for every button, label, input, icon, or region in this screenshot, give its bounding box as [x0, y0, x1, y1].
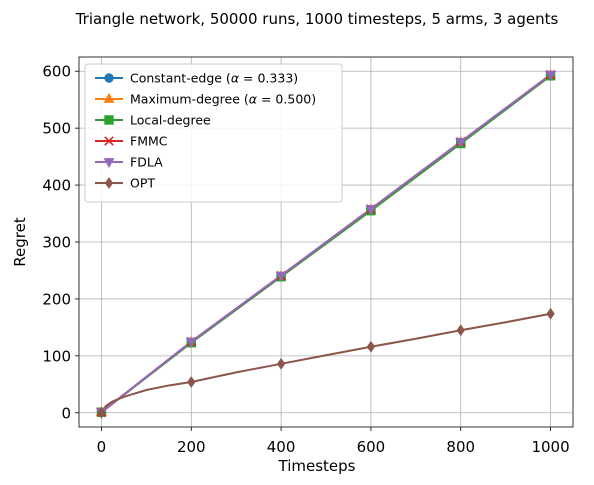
legend-label-text: FMMC: [130, 134, 168, 149]
y-axis-ticks: 0 100 200 300 400 500 600: [42, 63, 79, 422]
data-point-opt: [97, 406, 106, 419]
data-point-opt: [456, 324, 465, 337]
legend-label-text: OPT: [130, 176, 155, 191]
y-tick-label: 200: [42, 290, 71, 308]
legend-swatch-marker: [104, 115, 114, 125]
y-axis-label: Regret: [11, 217, 29, 267]
series-line-opt: [100, 312, 551, 414]
legend-swatch-marker: [104, 177, 114, 189]
legend-label-symbol: α: [249, 92, 258, 107]
x-tick-label: 600: [357, 438, 386, 456]
legend-label: Constant-edge (α = 0.333): [130, 71, 298, 86]
legend-item-constant-edge: Constant-edge (α = 0.333): [95, 71, 298, 86]
legend-label: FDLA: [130, 155, 163, 170]
chart-title: Triangle network, 50000 runs, 1000 times…: [75, 10, 559, 28]
legend-label-text: Constant-edge (: [130, 71, 231, 86]
data-point-opt: [187, 376, 196, 388]
legend-label: FMMC: [130, 134, 168, 149]
data-point-opt: [366, 340, 376, 353]
legend: Constant-edge (α = 0.333)Maximum-degree …: [84, 63, 343, 203]
series-markers: [95, 69, 557, 419]
legend-box: [84, 63, 343, 203]
data-point-fdla: [365, 205, 377, 216]
x-tick-label: 1000: [531, 438, 569, 456]
x-axis-ticks: 0 200 400 600 800 1000: [97, 427, 570, 456]
x-tick-label: 200: [177, 438, 206, 456]
series-line-fdla: [100, 73, 552, 413]
data-point-fdla: [545, 70, 557, 81]
data-point-opt: [546, 307, 555, 320]
legend-swatch-marker: [104, 73, 114, 83]
legend-label-symbol: α: [231, 71, 240, 86]
legend-label: OPT: [130, 176, 155, 191]
y-tick-label: 100: [42, 347, 71, 365]
legend-swatch-marker: [103, 158, 115, 169]
legend-label-text: Maximum-degree (: [130, 92, 249, 107]
x-tick-label: 400: [267, 438, 296, 456]
legend-item-fdla: FDLA: [95, 155, 163, 170]
y-tick-label: 0: [61, 404, 71, 422]
legend-label-text: FDLA: [130, 155, 163, 170]
x-axis-label: Timesteps: [278, 457, 356, 475]
x-tick-label: 0: [97, 438, 107, 456]
x-tick-label: 800: [446, 438, 475, 456]
legend-item-local-degree: Local-degree: [95, 113, 211, 128]
legend-item-opt: OPT: [95, 176, 155, 191]
legend-label: Local-degree: [130, 113, 211, 128]
legend-swatch-marker: [103, 92, 115, 103]
y-tick-label: 600: [42, 63, 71, 81]
legend-label-text: Local-degree: [130, 113, 211, 128]
y-tick-label: 400: [42, 177, 71, 195]
legend-item-fmmc: FMMC: [95, 134, 168, 149]
y-tick-label: 500: [42, 120, 71, 138]
legend-item-maximum-degree: Maximum-degree (α = 0.500): [95, 92, 316, 107]
data-point-fdla: [455, 137, 467, 148]
series-lines: [100, 73, 552, 414]
legend-label-value: = 0.333): [239, 71, 298, 86]
legend-label: Maximum-degree (α = 0.500): [130, 92, 316, 107]
y-tick-label: 300: [42, 234, 71, 252]
legend-label-value: = 0.500): [257, 92, 316, 107]
legend-swatch-marker: [104, 136, 114, 146]
data-point-fdla: [185, 337, 197, 348]
data-point-opt: [276, 357, 286, 370]
data-point-fdla: [275, 271, 287, 282]
